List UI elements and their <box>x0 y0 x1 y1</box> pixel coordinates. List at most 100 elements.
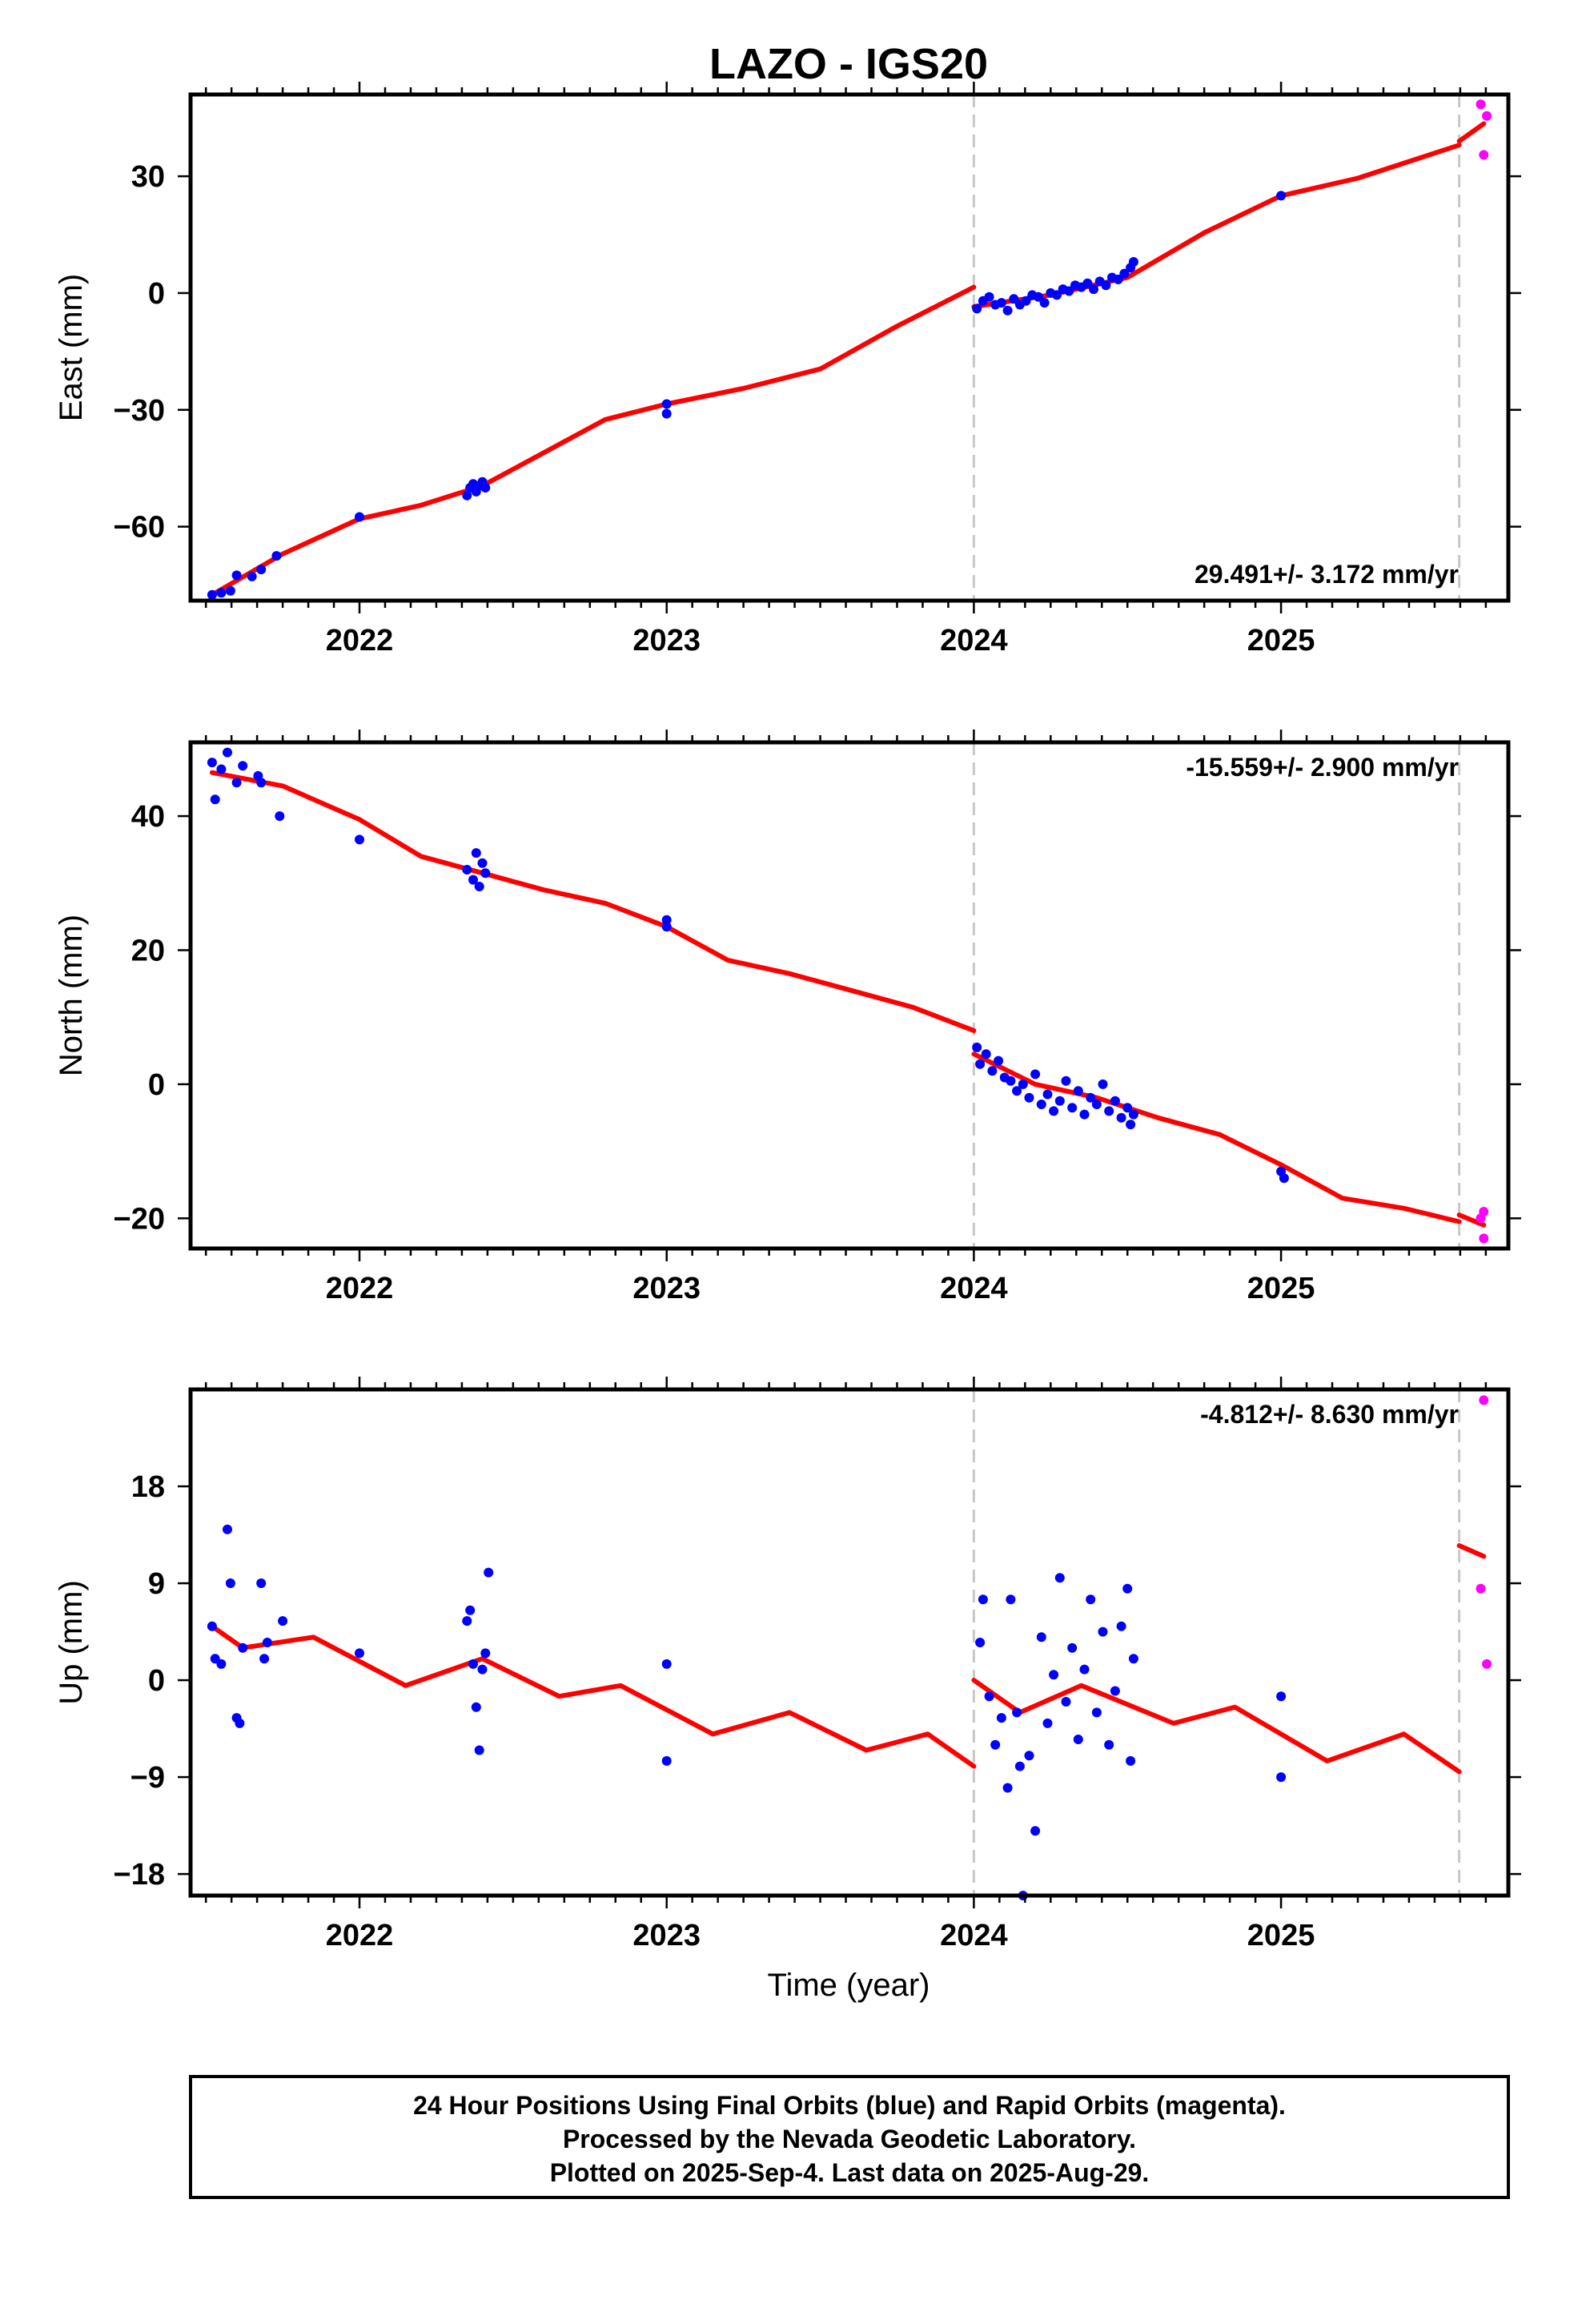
panels-container: 2022 2023 2024 2025 −60 −30 0 30 East (mm) 29.491… <box>54 82 1521 2003</box>
y-tick-label: −60 <box>114 511 165 545</box>
final-orbit-point <box>984 1691 994 1702</box>
final-orbit-point <box>238 761 248 771</box>
final-orbit-point <box>235 1718 245 1728</box>
final-orbit-point <box>1054 1096 1065 1106</box>
final-orbit-point <box>996 298 1006 308</box>
final-orbit-point <box>1104 1106 1114 1116</box>
rapid-orbit-point <box>1479 1395 1489 1405</box>
final-orbit-point <box>1039 298 1050 308</box>
final-orbit-point <box>462 490 472 501</box>
final-orbit-point <box>207 589 217 600</box>
final-orbit-point <box>1049 1670 1059 1680</box>
final-orbit-point <box>1054 1573 1065 1583</box>
y-tick-label: 20 <box>131 934 165 967</box>
final-orbit-point <box>1030 1826 1041 1836</box>
final-orbit-point <box>484 1567 494 1578</box>
final-orbit-point <box>1049 1106 1059 1116</box>
final-orbit-point <box>462 1616 472 1626</box>
final-orbit-point <box>1036 1632 1046 1642</box>
final-orbit-point <box>1122 1103 1133 1113</box>
final-orbit-point <box>471 1702 481 1712</box>
final-orbit-point <box>1024 1092 1034 1103</box>
final-orbit-point <box>975 1638 986 1647</box>
final-orbit-point <box>981 1049 991 1059</box>
final-orbit-point <box>247 571 257 581</box>
final-orbit-point <box>987 1066 998 1076</box>
rapid-orbit-point <box>1482 1659 1492 1669</box>
final-orbit-point <box>1128 1109 1138 1120</box>
final-orbit-point <box>1091 1707 1102 1718</box>
final-orbit-point <box>661 915 672 925</box>
final-orbit-point <box>480 1648 491 1659</box>
final-orbit-point <box>1079 1664 1090 1675</box>
final-orbit-point <box>1036 1100 1046 1109</box>
final-orbit-point <box>1126 1120 1136 1130</box>
footer-border <box>189 2075 1510 2199</box>
final-orbit-point <box>216 1659 227 1669</box>
final-orbit-point <box>225 585 235 596</box>
final-orbit-point <box>1006 1076 1016 1086</box>
final-orbit-point <box>1110 1686 1120 1696</box>
plot-area <box>191 742 1508 1248</box>
model-fit-line <box>1456 1543 1487 1559</box>
model-fit-line <box>209 1623 977 1769</box>
footer-box: 24 Hour Positions Using Final Orbits (bl… <box>189 2075 1510 2199</box>
rapid-orbit-point <box>1479 1233 1489 1244</box>
final-orbit-point <box>1128 257 1138 267</box>
final-orbit-point <box>661 399 672 409</box>
final-orbit-point <box>1089 284 1098 295</box>
y-tick-label: 30 <box>131 160 165 194</box>
y-tick-label: −20 <box>114 1202 165 1236</box>
final-orbit-point <box>471 848 481 858</box>
velocity-label: 29.491+/- 3.172 mm/yr <box>1195 560 1459 589</box>
final-orbit-point <box>1082 278 1093 288</box>
model-fit-line <box>209 770 977 1033</box>
x-tick-label: 2025 <box>1247 1272 1315 1305</box>
final-orbit-point <box>1116 1621 1126 1631</box>
final-orbit-point <box>474 1745 484 1755</box>
final-orbit-point <box>256 1578 267 1588</box>
final-orbit-point <box>978 1594 988 1605</box>
final-orbit-point <box>210 794 220 805</box>
model-fit-line <box>1456 121 1487 144</box>
final-orbit-point <box>1119 268 1130 279</box>
x-tick-label: 2022 <box>326 1919 394 1952</box>
final-orbit-point <box>972 1042 982 1052</box>
final-orbit-point <box>1276 191 1287 201</box>
final-orbit-point <box>1042 1718 1053 1728</box>
final-orbit-point <box>661 1659 672 1669</box>
final-orbit-point <box>223 1524 232 1534</box>
final-orbit-point <box>1064 286 1074 296</box>
final-orbit-point <box>1052 290 1062 300</box>
y-tick-label: 0 <box>148 1664 165 1698</box>
final-orbit-point <box>1116 1112 1126 1123</box>
final-orbit-point <box>256 778 267 788</box>
x-axis-title: Time (year) <box>768 1968 930 2003</box>
x-tick-label: 2022 <box>326 1272 394 1305</box>
final-orbit-point <box>1276 1772 1287 1783</box>
plot-area <box>191 1389 1508 1896</box>
plot-frame <box>188 92 1511 603</box>
final-orbit-point <box>1091 1100 1102 1109</box>
final-orbit-point <box>462 865 472 875</box>
panel-up: 2022 2023 2024 2025 −18 −9 0 9 18 Up (mm) -4.812+/… <box>54 1377 1521 1952</box>
y-axis-title: East (mm) <box>54 274 89 421</box>
final-orbit-point <box>1012 1707 1022 1718</box>
final-orbit-point <box>207 1621 217 1631</box>
y-tick-label: 0 <box>148 277 165 311</box>
final-orbit-point <box>996 1713 1006 1723</box>
final-orbit-point <box>223 747 232 758</box>
plot-frame <box>188 1387 1511 1898</box>
final-orbit-point <box>1021 296 1031 306</box>
final-orbit-point <box>1042 1089 1053 1100</box>
final-orbit-point <box>271 551 282 561</box>
model-fit-line <box>971 1051 1462 1224</box>
final-orbit-point <box>1002 1783 1013 1793</box>
final-orbit-point <box>1061 1697 1071 1707</box>
final-orbit-point <box>1073 1735 1083 1744</box>
x-tick-label: 2025 <box>1247 1919 1315 1952</box>
final-orbit-point <box>225 1578 235 1588</box>
final-orbit-point <box>1101 280 1111 291</box>
final-orbit-point <box>661 922 672 932</box>
